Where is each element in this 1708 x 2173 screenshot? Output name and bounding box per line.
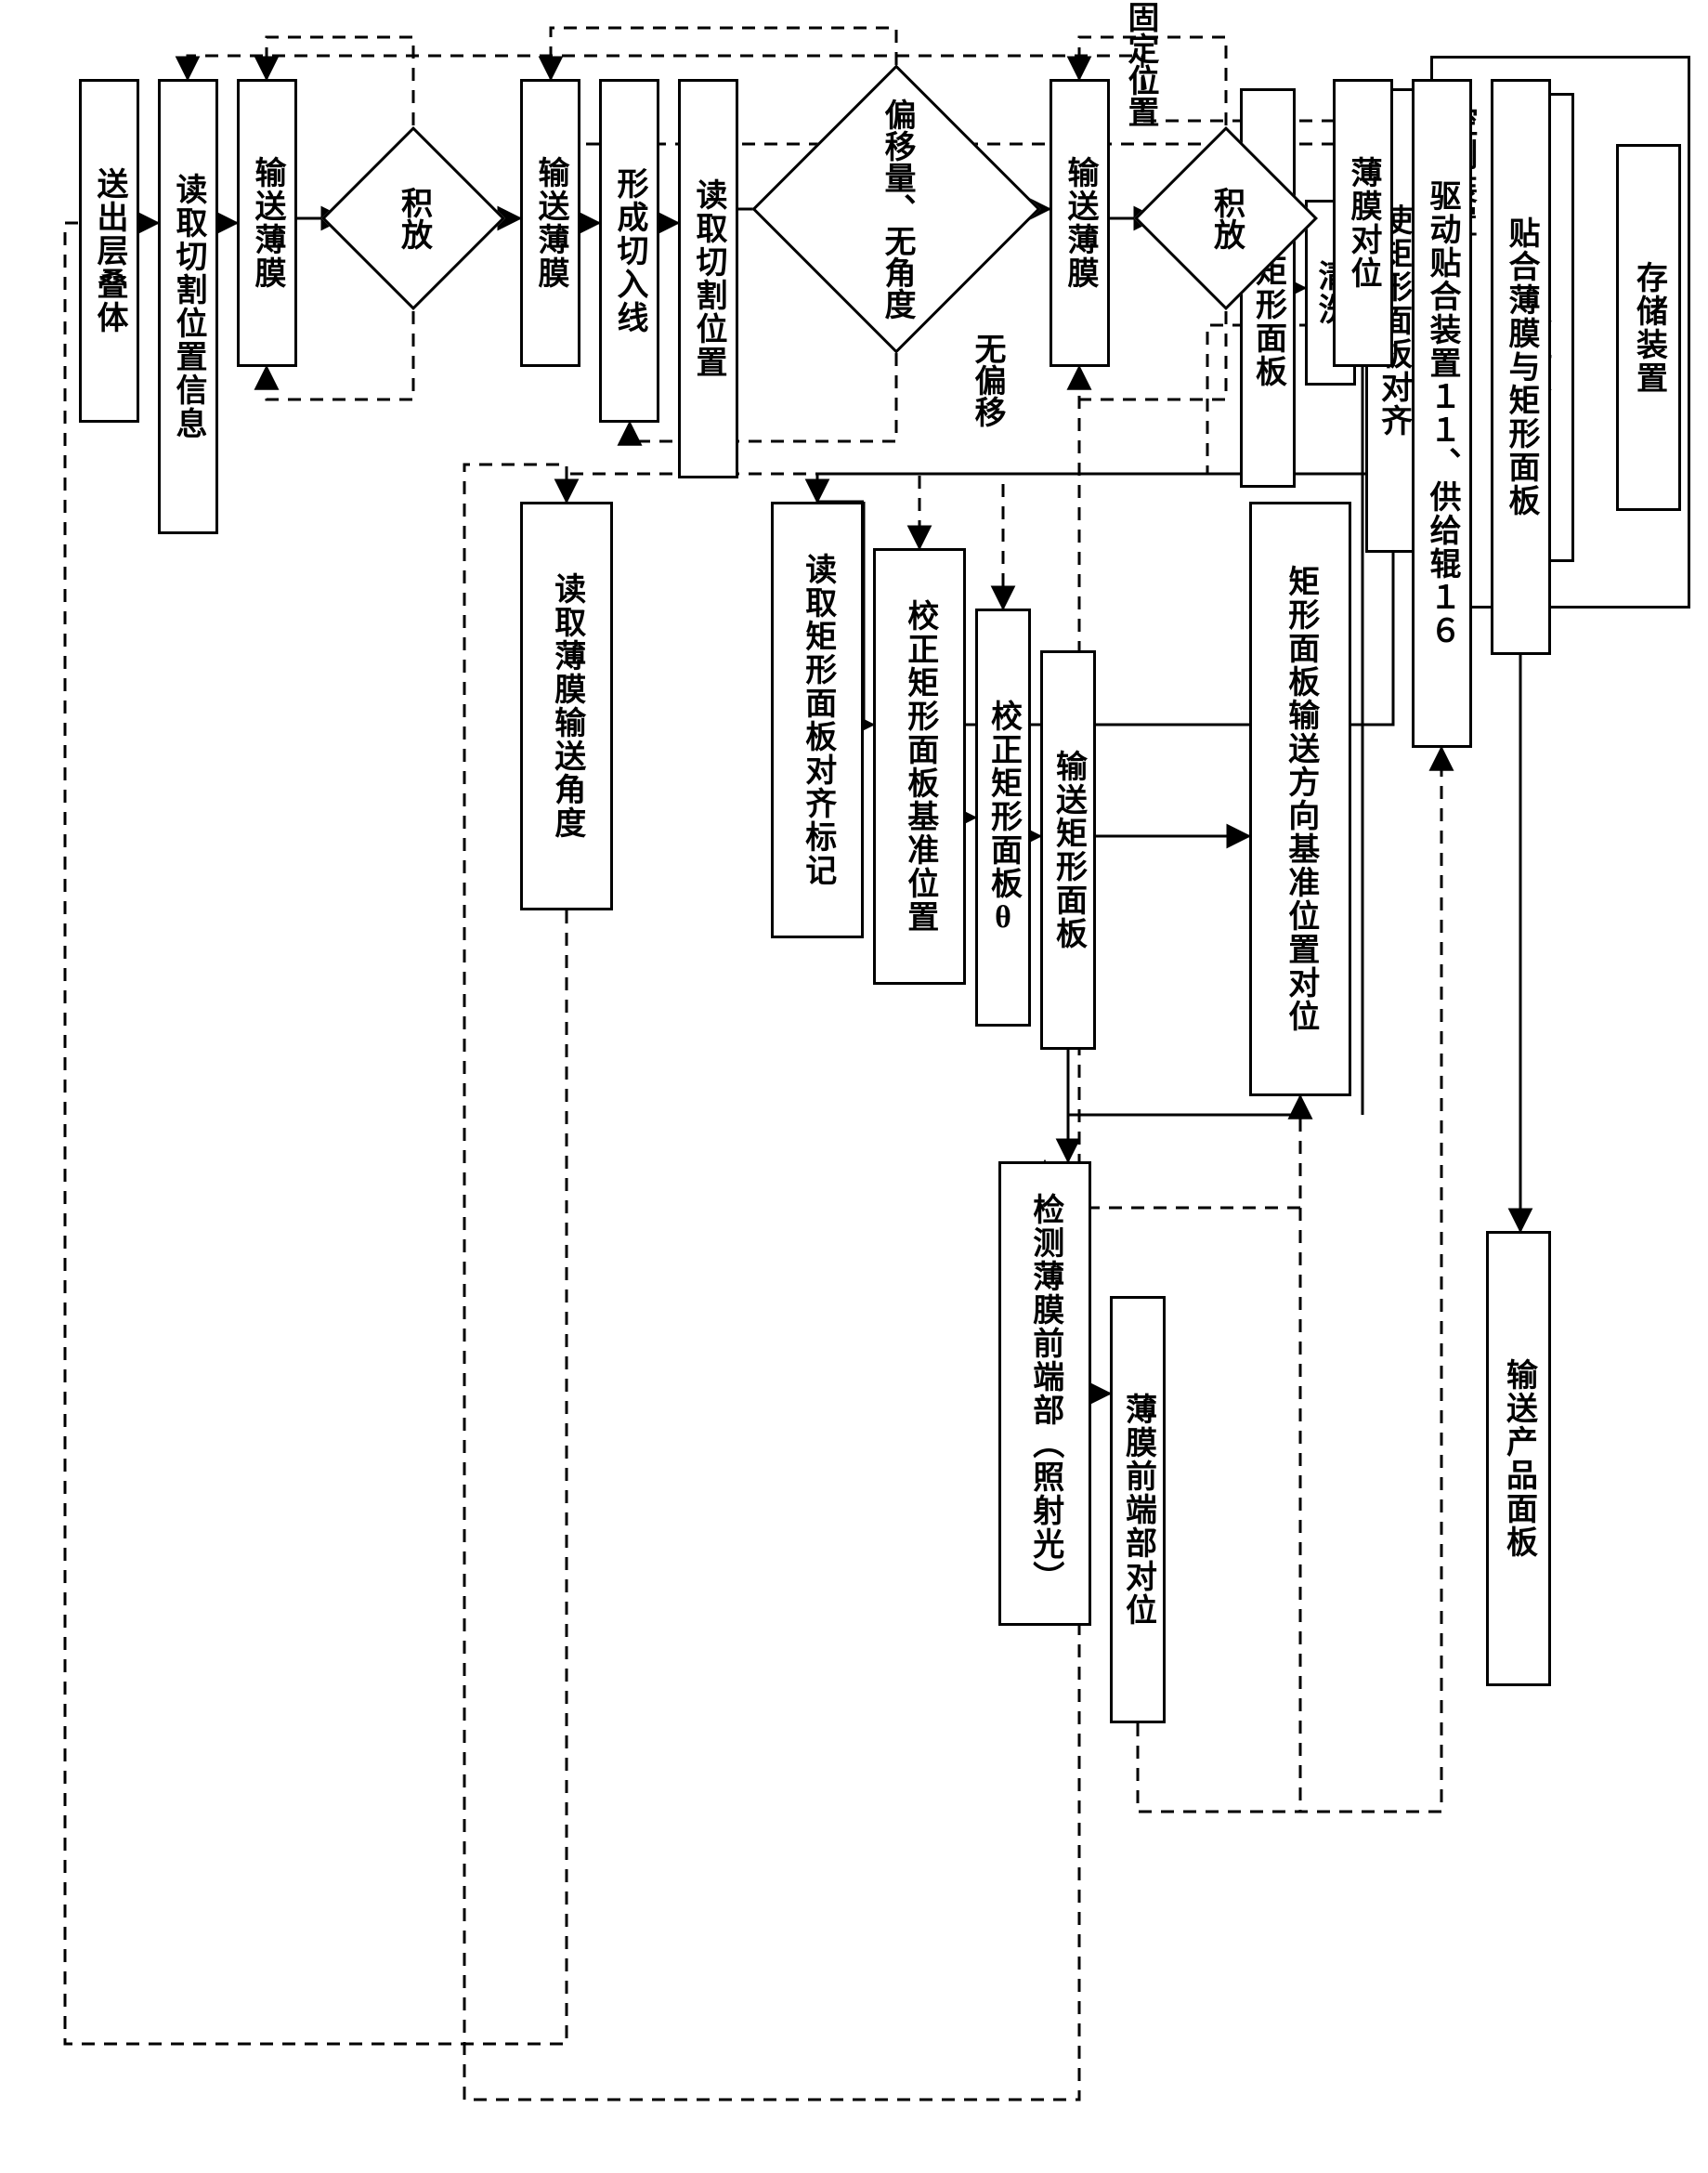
read-film-angle-box: 读取薄膜输送角度 [520, 502, 613, 910]
convey-rect-panel-box: 输送矩形面板 [1040, 650, 1096, 1050]
convey-product-box: 输送产品面板 [1486, 1231, 1551, 1686]
correct-rect-base-pos-box: 校正矩形面板基准位置 [873, 548, 966, 985]
send-laminate-box: 送出层叠体 [79, 79, 139, 423]
convey-film-1-box: 输送薄膜 [237, 79, 297, 367]
correct-rect-theta-box: 校正矩形面板θ [975, 609, 1031, 1027]
convey-film-2-box: 输送薄膜 [520, 79, 580, 367]
film-front-align-box: 薄膜前端部对位 [1110, 1296, 1166, 1723]
form-cut-line-box: 形成切入线 [599, 79, 659, 423]
rect-panel-dir-align-box: 矩形面板输送方向基准位置对位 [1249, 502, 1351, 1096]
read-cut-pos-box: 读取切割位置 [678, 79, 738, 478]
convey-film-3-box: 输送薄膜 [1050, 79, 1110, 367]
film-align-box: 薄膜对位 [1333, 79, 1393, 367]
drive-bond-box: 驱动贴合装置１１、供给辊１６ [1412, 79, 1472, 748]
detect-film-front-box: 检测薄膜前端部（照射光） [998, 1161, 1091, 1626]
fixed-pos-label: 固定位置 [1117, 1, 1163, 127]
storage-box: 存储装置 [1616, 144, 1681, 511]
read-cut-pos-info-box: 读取切割位置信息 [158, 79, 218, 534]
bond-film-rect-box: 贴合薄膜与矩形面板 [1491, 79, 1551, 655]
no-offset-label: 无偏移 [964, 333, 1010, 427]
read-rect-align-mark-box: 读取矩形面板对齐标记 [771, 502, 864, 938]
